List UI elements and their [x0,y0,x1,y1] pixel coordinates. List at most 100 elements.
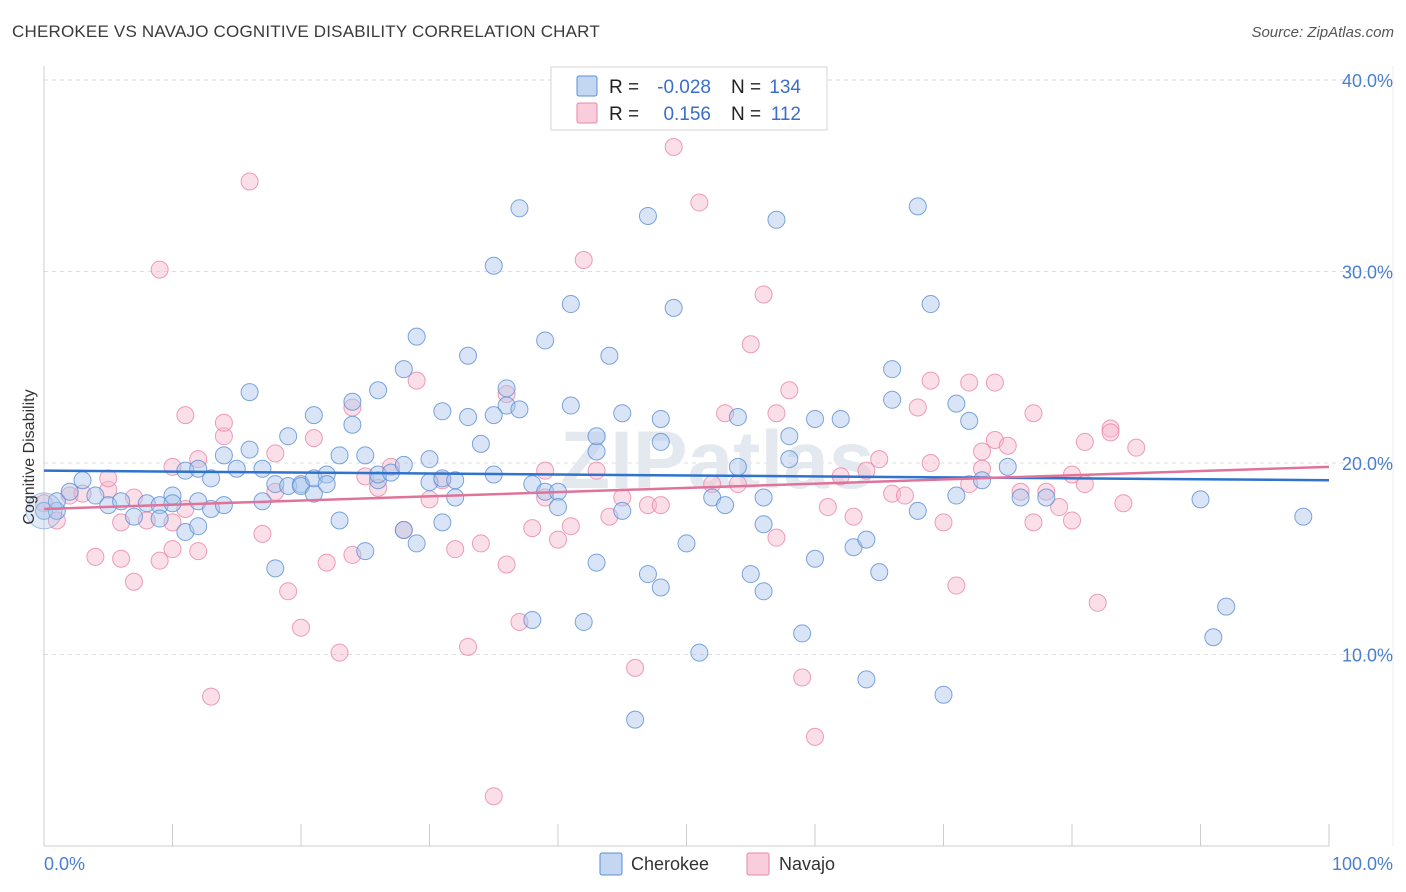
navajo-point-32 [330,643,349,662]
navajo-point-73 [818,498,837,517]
navajo-point-54 [574,251,593,270]
cherokee-point-97 [728,408,747,427]
cherokee-point-113 [870,563,889,582]
cherokee-point-106 [793,624,812,643]
navajo-point-4 [86,547,105,566]
cherokee-trend-line [43,469,1330,482]
navajo-point-60 [651,496,670,515]
cherokee-point-80 [587,442,606,461]
cherokee-point-18 [189,517,208,536]
cherokee-point-85 [613,501,632,520]
trend-lines [43,465,1330,511]
y-tick-label-2: 30.0% [1342,263,1393,283]
cherokee-point-4 [73,471,92,490]
cherokee-point-115 [883,360,902,379]
bottom-legend-swatch-navajo [746,852,770,876]
cherokee-point-125 [1011,488,1030,507]
navajo-point-80 [908,398,927,417]
navajo-point-40 [420,490,439,509]
cherokee-point-88 [638,565,657,584]
cherokee-point-111 [857,670,876,689]
legend-r-value-navajo: 0.156 [663,104,711,125]
cherokee-series [25,197,1313,729]
cherokee-point-108 [806,409,824,428]
navajo-point-19 [189,450,208,469]
cherokee-point-121 [947,486,966,505]
navajo-point-47 [497,555,516,574]
cherokee-point-45 [369,381,388,400]
bottom-legend: Cherokee Navajo [599,852,835,876]
cherokee-point-89 [651,578,670,597]
navajo-point-68 [767,404,786,423]
cherokee-point-56 [433,402,452,421]
cherokee-point-105 [780,427,799,446]
cherokee-point-93 [677,534,696,553]
cherokee-point-119 [934,685,953,704]
navajo-point-43 [459,637,478,656]
cherokee-point-82 [587,553,606,572]
cherokee-point-107 [806,549,824,568]
cherokee-point-120 [947,394,966,413]
legend-n-label-cherokee: N = [731,77,761,98]
navajo-point-86 [960,373,979,392]
cherokee-point-66 [484,256,503,275]
navajo-point-22 [214,427,233,446]
navajo-point-99 [1075,432,1094,451]
cherokee-point-42 [343,415,362,434]
cherokee-point-35 [304,484,323,503]
navajo-point-9 [124,572,143,591]
bottom-legend-label-navajo: Navajo [779,854,835,874]
cherokee-point-90 [651,432,670,451]
navajo-point-23 [214,413,233,432]
cherokee-point-54 [420,450,439,469]
cherokee-point-69 [510,199,529,218]
navajo-point-90 [985,373,1004,392]
navajo-point-18 [176,406,195,425]
navajo-point-97 [1063,511,1081,530]
navajo-point-20 [189,542,208,561]
cherokee-point-78 [561,295,580,314]
navajo-point-91 [998,436,1017,455]
navajo-point-67 [754,285,773,304]
cherokee-point-13 [163,494,182,513]
navajo-point-30 [304,429,323,448]
cherokee-point-30 [279,427,298,446]
legend-n-value-navajo: 112 [771,104,801,125]
legend-n-label-navajo: N = [731,104,761,125]
cherokee-point-63 [471,434,490,453]
cherokee-point-8 [124,507,143,526]
cherokee-point-34 [304,406,323,425]
cherokee-point-68 [497,379,516,398]
cherokee-point-70 [510,400,529,419]
navajo-point-83 [934,513,953,532]
cherokee-point-27 [253,459,272,478]
cherokee-point-0 [35,501,53,520]
tick-labels: 10.0% 20.0% 30.0% 40.0% [1342,71,1393,666]
navajo-point-53 [561,517,580,536]
cherokee-point-28 [266,559,285,578]
cherokee-point-62 [459,408,478,427]
cherokee-point-94 [690,643,709,662]
cherokee-point-57 [433,513,452,532]
cherokee-point-116 [908,197,927,216]
navajo-point-36 [369,478,388,497]
cherokee-point-49 [394,521,413,540]
navajo-point-51 [536,461,555,480]
cherokee-point-130 [1294,507,1313,526]
navajo-point-81 [921,454,940,472]
navajo-point-104 [1114,494,1133,513]
cherokee-point-41 [343,392,362,411]
navajo-point-71 [793,668,812,687]
navajo-point-79 [895,486,914,505]
navajo-point-88 [973,442,992,461]
cherokee-point-100 [754,582,773,601]
navajo-point-61 [664,138,683,157]
cherokee-point-59 [446,488,465,507]
navajo-point-39 [407,371,426,390]
navajo-point-105 [1127,438,1146,457]
cherokee-point-79 [574,612,593,631]
navajo-point-101 [1088,593,1107,612]
navajo-point-65 [728,475,747,494]
cherokee-point-84 [613,404,632,423]
